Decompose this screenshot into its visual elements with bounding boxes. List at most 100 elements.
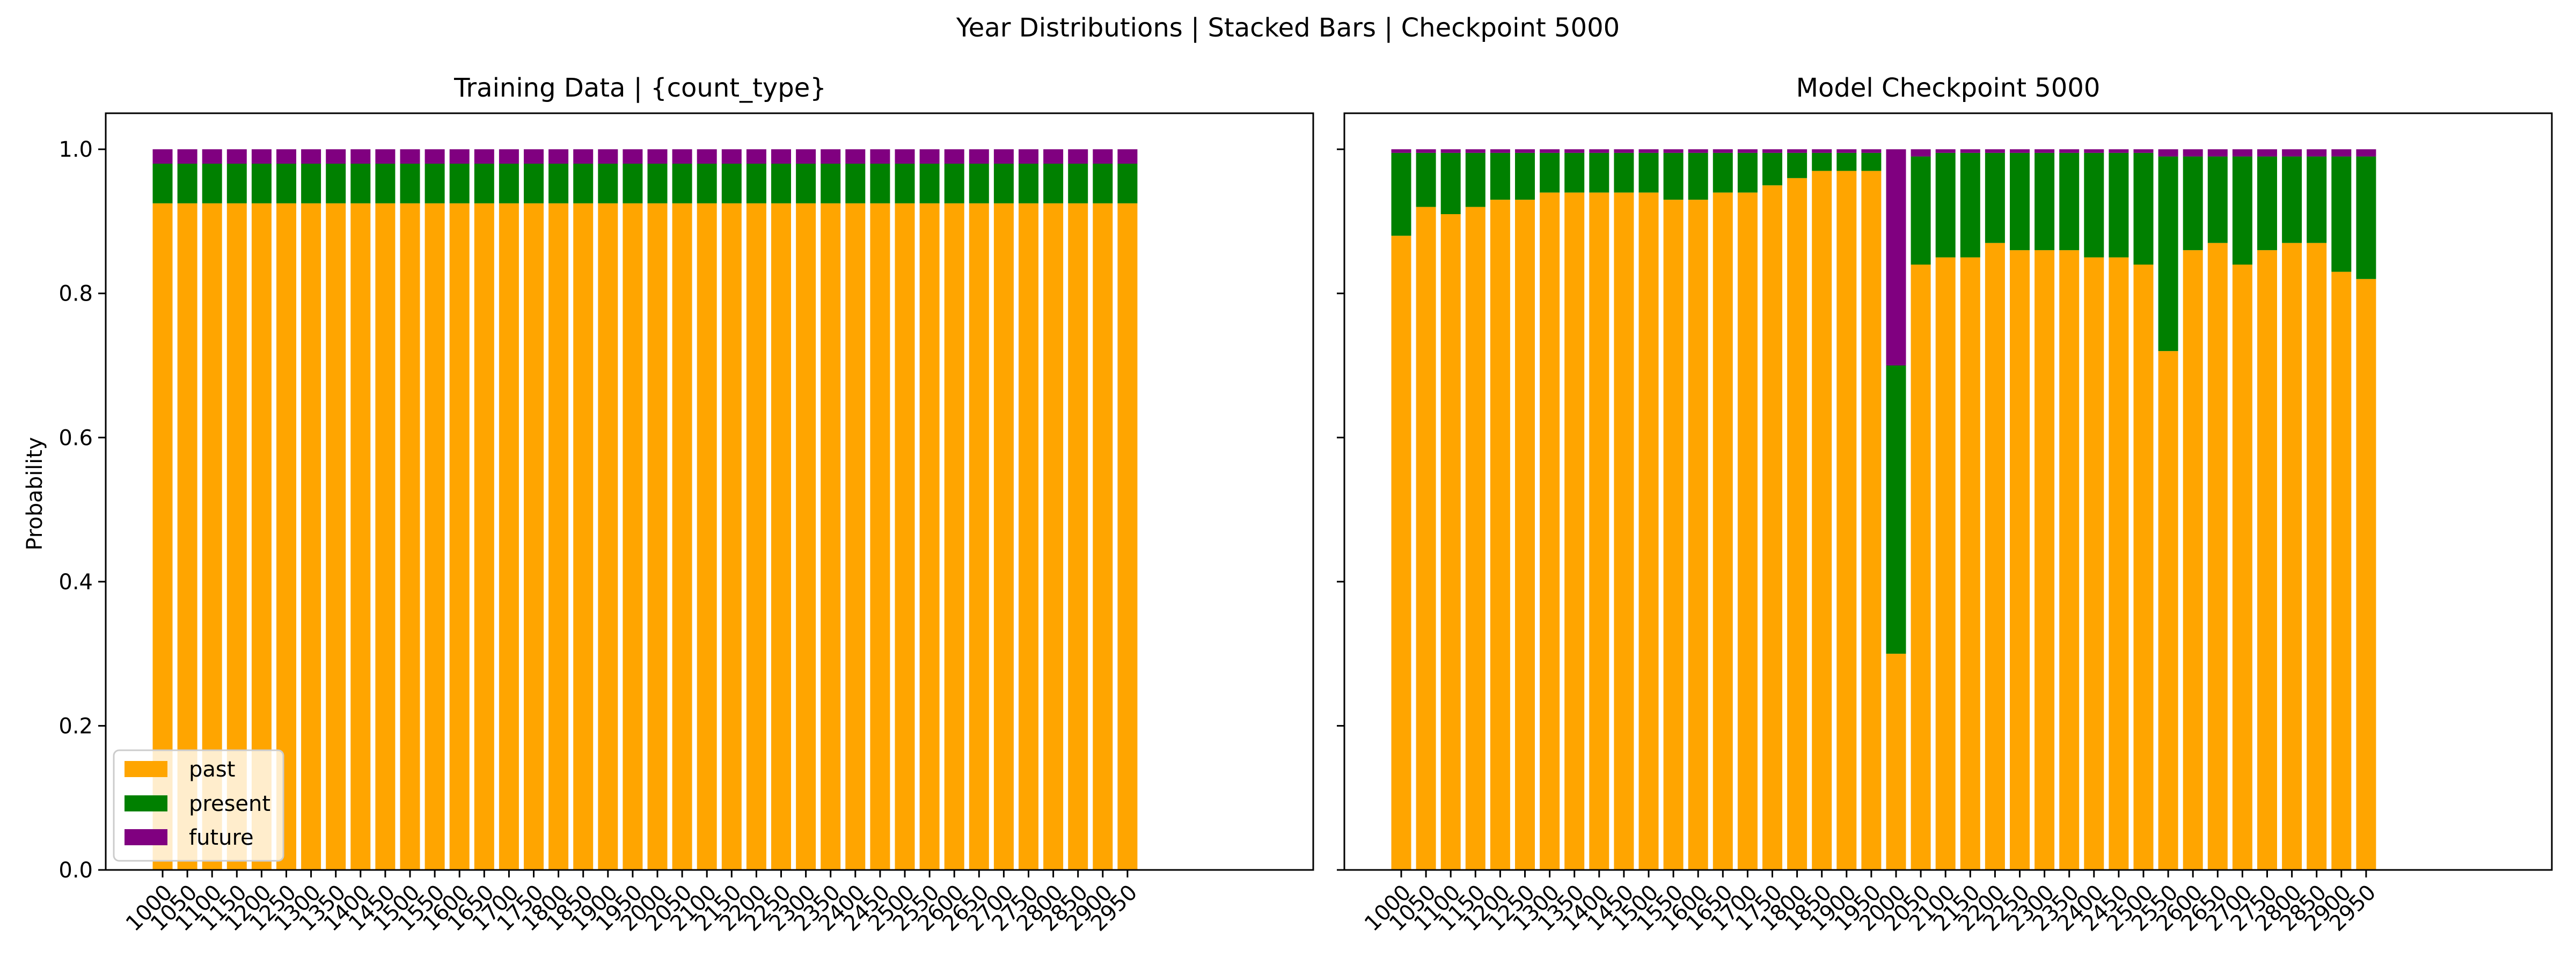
bar-present-2000 <box>647 164 668 203</box>
bar-future-2550 <box>2158 149 2178 157</box>
bar-past-2300 <box>2035 250 2055 870</box>
bar-future-2200 <box>1985 149 2005 153</box>
bar-future-2950 <box>1117 149 1138 164</box>
bar-present-2600 <box>2183 156 2203 251</box>
bar-past-2350 <box>821 203 841 870</box>
bar-past-2050 <box>1911 265 1931 870</box>
bar-present-1400 <box>1589 152 1609 193</box>
bar-present-2550 <box>919 164 940 203</box>
bar-present-2900 <box>2331 156 2352 272</box>
bar-past-1650 <box>474 203 494 870</box>
bar-future-1200 <box>251 149 272 164</box>
bar-past-1450 <box>375 203 396 870</box>
bar-future-2600 <box>944 149 964 164</box>
bar-future-1650 <box>474 149 494 164</box>
bar-present-2350 <box>2059 152 2080 251</box>
panel-title-training: Training Data | {count_type} <box>453 73 826 103</box>
legend-label-past: past <box>189 757 235 782</box>
bar-present-1250 <box>276 164 296 203</box>
bar-past-1950 <box>623 203 643 870</box>
panel-title-model: Model Checkpoint 5000 <box>1796 73 2101 103</box>
bar-future-2650 <box>969 149 989 164</box>
bar-past-2500 <box>895 203 915 870</box>
bar-future-1150 <box>226 149 247 164</box>
bar-past-2150 <box>721 203 742 870</box>
bar-present-1500 <box>400 164 420 203</box>
bar-present-2150 <box>721 164 742 203</box>
bar-past-1700 <box>499 203 519 870</box>
bar-future-1500 <box>400 149 420 164</box>
bar-present-1150 <box>1465 152 1485 207</box>
bar-future-1050 <box>177 149 197 164</box>
bar-future-2700 <box>2232 149 2252 157</box>
bar-past-1350 <box>326 203 346 870</box>
bar-past-1550 <box>425 203 445 870</box>
y-tick-label-3: 0.6 <box>58 426 93 450</box>
bars-model <box>1391 149 2376 870</box>
bar-future-1600 <box>449 149 470 164</box>
bar-present-2650 <box>969 164 989 203</box>
bar-present-1000 <box>1391 152 1411 236</box>
bar-past-1050 <box>1416 207 1436 870</box>
bar-present-1950 <box>623 164 643 203</box>
bar-present-1650 <box>474 164 494 203</box>
bar-present-2900 <box>1093 164 1113 203</box>
bar-past-2650 <box>969 203 989 870</box>
bar-past-2700 <box>2232 265 2252 870</box>
legend-swatch-future <box>125 829 167 845</box>
bar-future-1700 <box>499 149 519 164</box>
bar-present-2650 <box>2207 156 2228 243</box>
bar-present-1100 <box>202 164 222 203</box>
bar-past-1350 <box>1564 192 1585 870</box>
bar-past-1500 <box>400 203 420 870</box>
bar-present-1050 <box>1416 152 1436 207</box>
bar-present-1800 <box>548 164 569 203</box>
y-axis-label: Probability <box>23 437 47 550</box>
bar-present-1100 <box>1440 152 1461 214</box>
bar-future-1000 <box>152 149 173 164</box>
bar-past-2550 <box>2158 351 2178 870</box>
bar-present-2300 <box>796 164 816 203</box>
bar-past-2450 <box>870 203 890 870</box>
bar-future-2900 <box>1093 149 1113 164</box>
bar-present-2450 <box>870 164 890 203</box>
bar-future-2000 <box>1886 149 1906 365</box>
bar-past-2650 <box>2207 243 2228 870</box>
bar-future-2950 <box>2356 149 2376 157</box>
bar-present-1200 <box>1490 152 1510 200</box>
bar-present-2750 <box>1019 164 1038 203</box>
bar-present-1750 <box>1762 152 1782 186</box>
bar-present-1500 <box>1638 152 1659 193</box>
bar-present-1400 <box>350 164 371 203</box>
bar-present-2800 <box>1043 164 1064 203</box>
bar-present-1700 <box>1737 152 1758 193</box>
bar-present-1850 <box>1812 152 1832 171</box>
bar-present-1550 <box>425 164 445 203</box>
bar-future-1900 <box>598 149 618 164</box>
bar-past-1600 <box>1688 200 1708 870</box>
bar-past-1750 <box>524 203 544 870</box>
bar-past-2750 <box>2257 250 2277 870</box>
bar-present-2150 <box>1960 152 1980 258</box>
bar-future-1150 <box>1465 149 1485 153</box>
bar-past-2400 <box>845 203 866 870</box>
bar-present-2350 <box>821 164 841 203</box>
bar-past-1850 <box>1812 171 1832 870</box>
bar-present-1600 <box>1688 152 1708 200</box>
bar-past-1500 <box>1638 192 1659 870</box>
bar-future-2150 <box>1960 149 1980 153</box>
legend-swatch-past <box>125 761 167 777</box>
bar-present-2950 <box>2356 156 2376 279</box>
bar-future-1400 <box>1589 149 1609 153</box>
bar-past-2200 <box>746 203 766 870</box>
bar-present-1150 <box>226 164 247 203</box>
bar-future-2600 <box>2183 149 2203 157</box>
bar-future-1750 <box>1762 149 1782 153</box>
bar-past-2050 <box>672 203 692 870</box>
bar-past-2750 <box>1019 203 1038 870</box>
bar-past-1600 <box>449 203 470 870</box>
bar-future-1500 <box>1638 149 1659 153</box>
legend-label-future: future <box>189 825 254 850</box>
bar-present-2100 <box>1935 152 1956 258</box>
bar-past-2350 <box>2059 250 2080 870</box>
